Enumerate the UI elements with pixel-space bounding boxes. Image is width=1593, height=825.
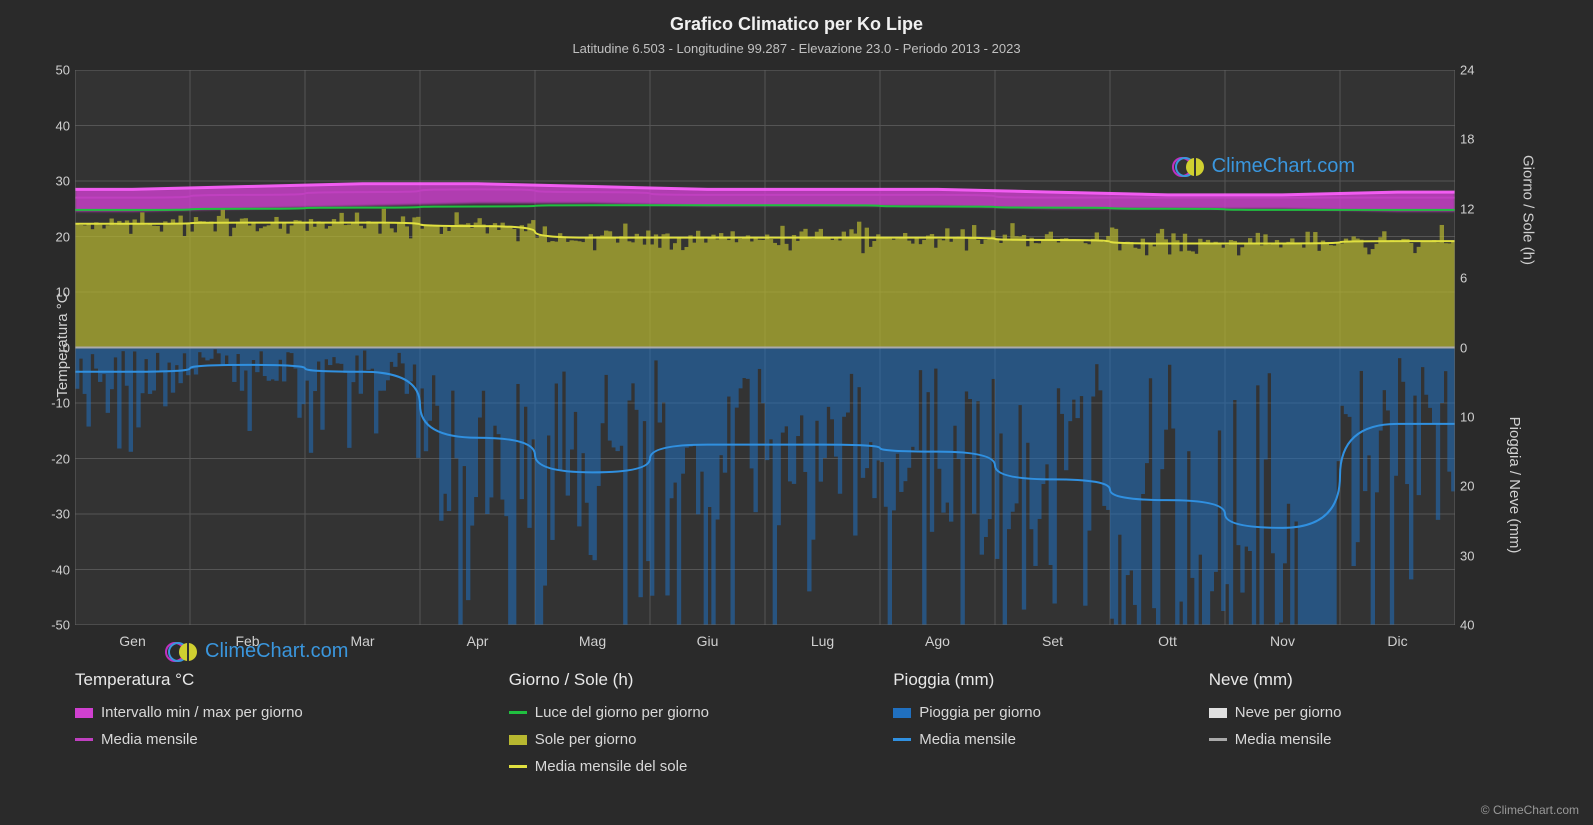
legend-label: Media mensile [101,731,198,748]
x-tick: Ott [1158,633,1177,649]
legend-item: Pioggia per giorno [893,704,1189,721]
left-tick: -30 [20,507,70,522]
climechart-logo-icon [1172,156,1206,178]
left-tick: -50 [20,618,70,633]
left-tick: 10 [20,285,70,300]
legend-header: Temperatura °C [75,670,489,690]
watermark-text: ClimeChart.com [1212,155,1355,178]
legend: Temperatura °C Intervallo min / max per … [75,670,1455,775]
legend-col-daylight: Giorno / Sole (h) Luce del giorno per gi… [509,670,873,775]
legend-label: Sole per giorno [535,731,637,748]
legend-header: Neve (mm) [1209,670,1455,690]
right-tick-mm: 10 [1460,409,1500,424]
legend-label: Luce del giorno per giorno [535,704,709,721]
legend-header: Giorno / Sole (h) [509,670,873,690]
legend-item: Luce del giorno per giorno [509,704,873,721]
legend-swatch [75,738,93,741]
chart-title: Grafico Climatico per Ko Lipe [0,0,1593,35]
legend-label: Media mensile [919,731,1016,748]
right-tick-hours: 6 [1460,271,1500,286]
left-tick: -40 [20,562,70,577]
x-tick: Mag [579,633,606,649]
legend-item: Intervallo min / max per giorno [75,704,489,721]
legend-swatch [893,708,911,718]
watermark-top: ClimeChart.com [1172,155,1355,178]
plot-svg [75,70,1455,625]
right-tick-mm: 30 [1460,548,1500,563]
legend-label: Pioggia per giorno [919,704,1041,721]
x-tick: Feb [235,633,259,649]
legend-item: Media mensile del sole [509,758,873,775]
right-tick-hours: 0 [1460,340,1500,355]
left-tick: 50 [20,63,70,78]
x-tick: Giu [697,633,719,649]
left-tick: 40 [20,118,70,133]
left-tick: 20 [20,229,70,244]
legend-item: Media mensile [1209,731,1455,748]
x-tick: Gen [119,633,145,649]
legend-label: Intervallo min / max per giorno [101,704,303,721]
y-axis-right-top-label: Giorno / Sole (h) [1519,155,1536,265]
x-tick: Set [1042,633,1063,649]
watermark-text: ClimeChart.com [205,640,348,663]
legend-header: Pioggia (mm) [893,670,1189,690]
left-tick: -20 [20,451,70,466]
left-tick: 30 [20,174,70,189]
legend-item: Sole per giorno [509,731,873,748]
chart-subtitle: Latitudine 6.503 - Longitudine 99.287 - … [0,35,1593,56]
legend-items: Pioggia per giorno Media mensile [893,704,1189,748]
left-tick: -10 [20,396,70,411]
legend-col-rain: Pioggia (mm) Pioggia per giorno Media men… [893,670,1189,775]
legend-swatch [75,708,93,718]
legend-item: Neve per giorno [1209,704,1455,721]
legend-items: Luce del giorno per giorno Sole per giorn… [509,704,873,775]
legend-label: Media mensile del sole [535,758,688,775]
x-tick: Apr [467,633,489,649]
legend-swatch [509,765,527,768]
legend-col-snow: Neve (mm) Neve per giorno Media mensile [1209,670,1455,775]
legend-swatch [1209,738,1227,741]
x-tick: Lug [811,633,834,649]
climechart-logo-icon [165,641,199,663]
legend-swatch [509,735,527,745]
right-tick-mm: 40 [1460,618,1500,633]
x-tick: Dic [1387,633,1407,649]
legend-label: Media mensile [1235,731,1332,748]
legend-col-temperature: Temperatura °C Intervallo min / max per … [75,670,489,775]
legend-items: Neve per giorno Media mensile [1209,704,1455,748]
legend-swatch [509,711,527,714]
legend-swatch [1209,708,1227,718]
legend-swatch [893,738,911,741]
x-tick: Ago [925,633,950,649]
climate-chart: Grafico Climatico per Ko Lipe Latitudine… [0,0,1593,825]
right-tick-hours: 12 [1460,201,1500,216]
x-tick: Mar [350,633,374,649]
legend-items: Intervallo min / max per giorno Media men… [75,704,489,748]
right-tick-hours: 24 [1460,63,1500,78]
legend-item: Media mensile [893,731,1189,748]
legend-label: Neve per giorno [1235,704,1342,721]
right-tick-mm: 20 [1460,479,1500,494]
left-tick: 0 [20,340,70,355]
legend-item: Media mensile [75,731,489,748]
copyright: © ClimeChart.com [1481,803,1579,817]
x-tick: Nov [1270,633,1295,649]
right-tick-hours: 18 [1460,132,1500,147]
plot-area: ClimeChart.com ClimeChart.com [75,70,1455,625]
y-axis-right-bottom-label: Pioggia / Neve (mm) [1506,417,1523,554]
